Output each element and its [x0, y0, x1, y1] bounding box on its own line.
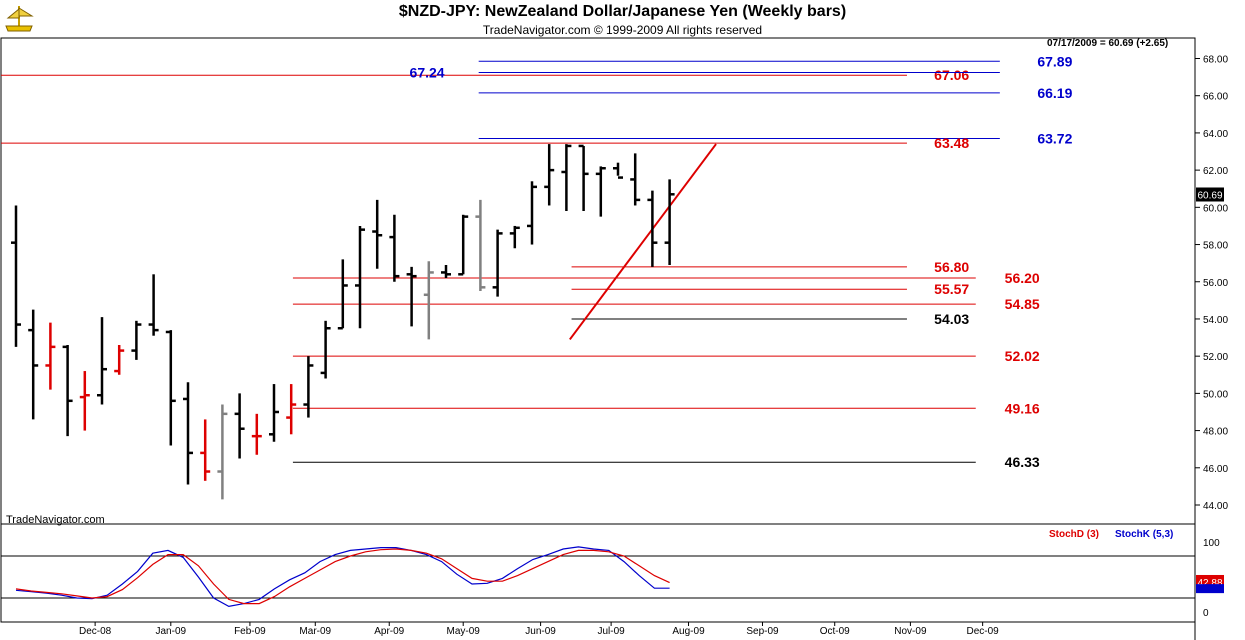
- chart-subtitle: TradeNavigator.com © 1999-2009 All right…: [482, 23, 763, 37]
- x-axis-tick-label: Dec-08: [79, 626, 112, 637]
- stoch-legend-d: StochD (3): [1049, 529, 1099, 540]
- level-label: 56.20: [1005, 270, 1040, 286]
- level-label: 66.19: [1037, 85, 1072, 101]
- price-axis-tick-label: 52.00: [1203, 352, 1228, 363]
- stoch-axis-tick-label: 100: [1203, 538, 1220, 549]
- x-axis-tick-label: Aug-09: [672, 626, 705, 637]
- price-axis-tick-label: 44.00: [1203, 501, 1228, 512]
- x-axis-tick-label: Jul-09: [597, 626, 625, 637]
- level-label: 67.24: [410, 64, 445, 80]
- level-label: 46.33: [1005, 454, 1040, 470]
- price-axis-tick-label: 56.00: [1203, 278, 1228, 289]
- x-axis-tick-label: Jun-09: [525, 626, 556, 637]
- x-axis-tick-label: Apr-09: [374, 626, 404, 637]
- level-label: 63.48: [934, 135, 969, 151]
- last-price-info: 07/17/2009 = 60.69 (+2.65): [1047, 38, 1169, 49]
- watermark: TradeNavigator.com: [6, 514, 105, 526]
- level-label: 54.03: [934, 311, 969, 327]
- price-axis-tick-label: 60.00: [1203, 203, 1228, 214]
- price-axis-tick-label: 46.00: [1203, 464, 1228, 475]
- chart-title: $NZD-JPY: NewZealand Dollar/Japanese Yen…: [398, 3, 847, 20]
- stoch-k-last-marker: [1196, 584, 1224, 594]
- price-axis-tick-label: 50.00: [1203, 389, 1228, 400]
- price-axis-tick-label: 62.00: [1203, 166, 1228, 177]
- stoch-legend-k: StochK (5,3): [1115, 529, 1173, 540]
- price-axis-tick-label: 54.00: [1203, 315, 1228, 326]
- level-label: 49.16: [1005, 400, 1040, 416]
- level-label: 67.89: [1037, 53, 1072, 69]
- plot-frame: [0, 37, 1196, 623]
- x-axis-tick-label: Nov-09: [894, 626, 927, 637]
- x-axis-tick-label: Oct-09: [820, 626, 850, 637]
- level-label: 55.57: [934, 281, 969, 297]
- price-axis-tick-label: 58.00: [1203, 241, 1228, 252]
- x-axis-tick-label: Mar-09: [299, 626, 331, 637]
- level-label: 52.02: [1005, 348, 1040, 364]
- stoch-d-line: [15, 548, 670, 605]
- price-axis-tick-label: 48.00: [1203, 427, 1228, 438]
- stoch-k-line: [15, 546, 670, 608]
- level-label: 56.80: [934, 259, 969, 275]
- trade-navigator-logo-icon: [5, 6, 34, 32]
- trendline: [569, 143, 717, 341]
- x-axis-tick-label: May-09: [447, 626, 481, 637]
- price-axis-tick-label: 68.00: [1203, 55, 1228, 66]
- x-axis-tick-label: Sep-09: [746, 626, 779, 637]
- last-price-marker: [1196, 187, 1224, 202]
- stoch-d-last-label: 42.88: [1197, 578, 1222, 589]
- price-axis-tick-label: 64.00: [1203, 129, 1228, 140]
- x-axis-tick-label: Feb-09: [234, 626, 266, 637]
- x-axis-tick-label: Dec-09: [967, 626, 1000, 637]
- level-label: 63.72: [1037, 130, 1072, 146]
- x-axis-tick-label: Jan-09: [156, 626, 187, 637]
- stoch-axis-tick-label: 0: [1203, 608, 1209, 619]
- last-price-marker-label: 60.69: [1197, 190, 1222, 201]
- level-label: 67.06: [934, 67, 969, 83]
- price-axis-tick-label: 66.00: [1203, 92, 1228, 103]
- level-label: 54.85: [1005, 296, 1040, 312]
